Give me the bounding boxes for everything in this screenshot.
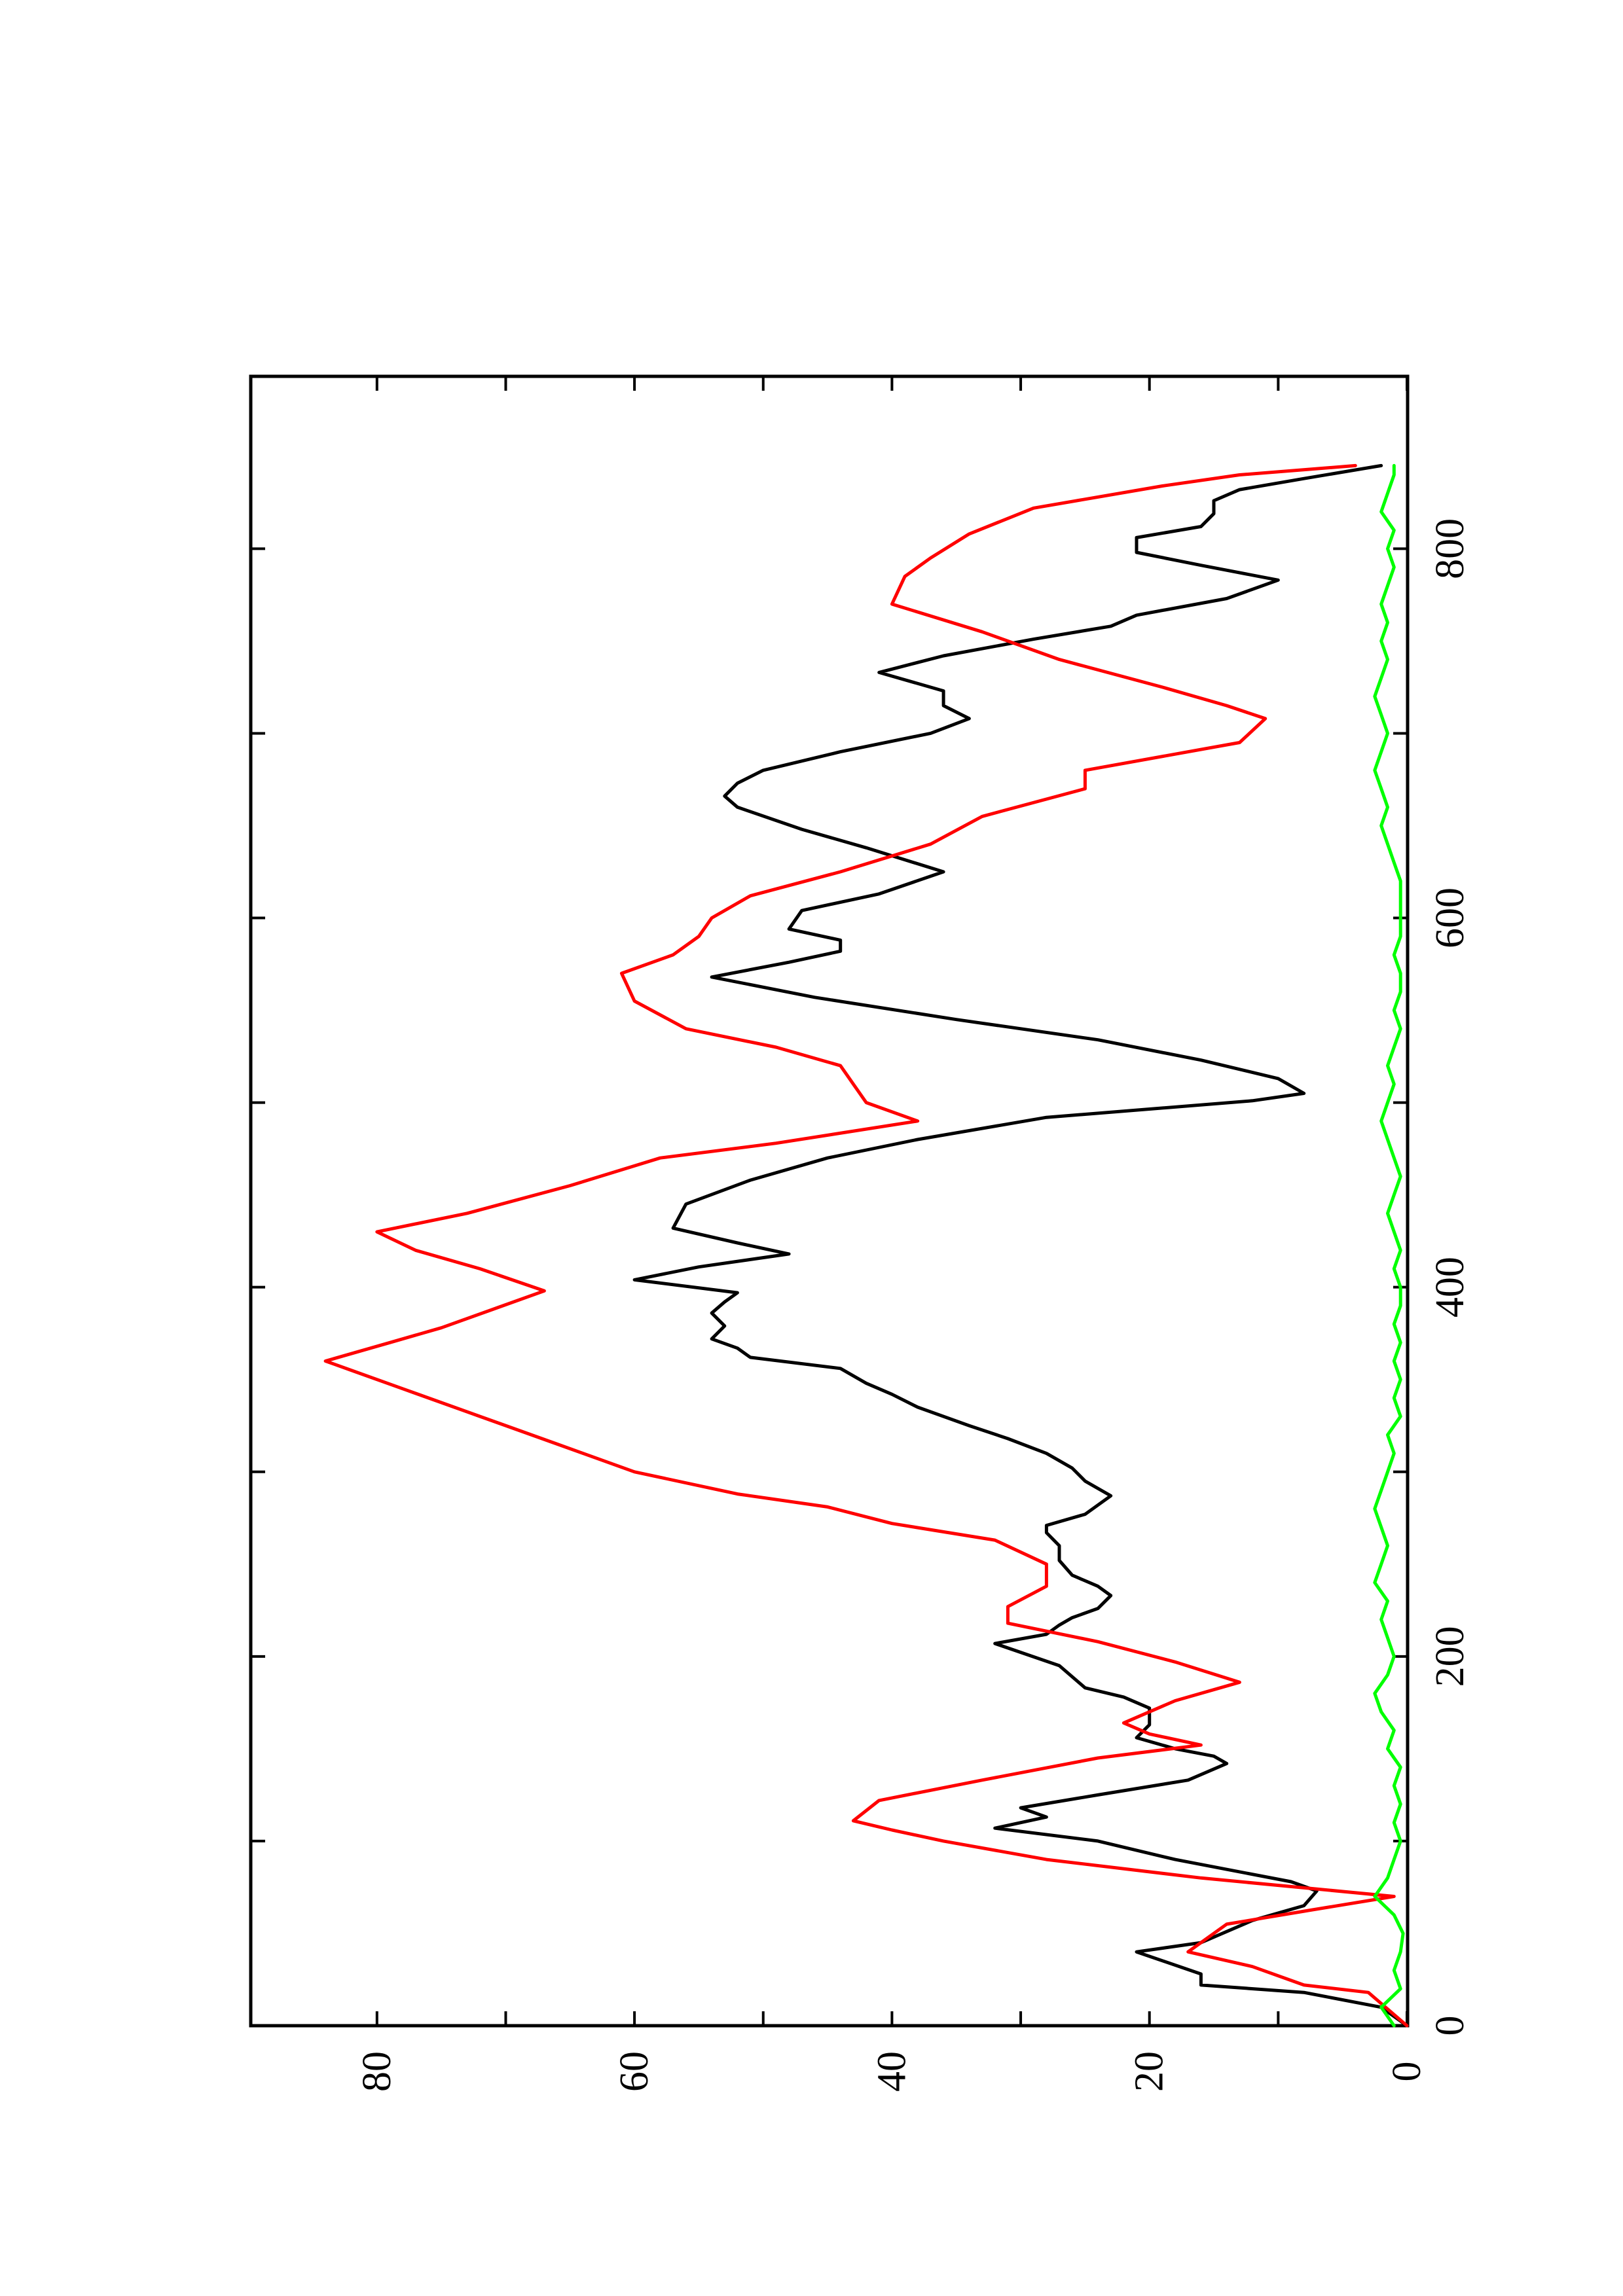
- y-tick-label: 40: [869, 2051, 914, 2092]
- x-tick-label: 600: [1428, 888, 1472, 948]
- y-tick-label: 60: [612, 2051, 657, 2092]
- y-axis-ticks: 0 20 40 60 80: [355, 376, 1429, 2092]
- y-tick-label: 0: [1385, 2062, 1429, 2082]
- x-tick-label: 800: [1428, 518, 1472, 579]
- y-tick-label: 20: [1127, 2051, 1172, 2092]
- plot-frame: [249, 374, 1410, 2028]
- series-line-green: [1373, 463, 1405, 2028]
- x-tick-label: 0: [1428, 2016, 1472, 2036]
- x-tick-label: 200: [1428, 1626, 1472, 1687]
- y-tick-label: 80: [355, 2051, 399, 2092]
- x-tick-label: 400: [1428, 1257, 1472, 1318]
- series-layer: [323, 463, 1409, 2028]
- series-line-red: [323, 463, 1409, 2028]
- series-line-black: [632, 463, 1409, 2028]
